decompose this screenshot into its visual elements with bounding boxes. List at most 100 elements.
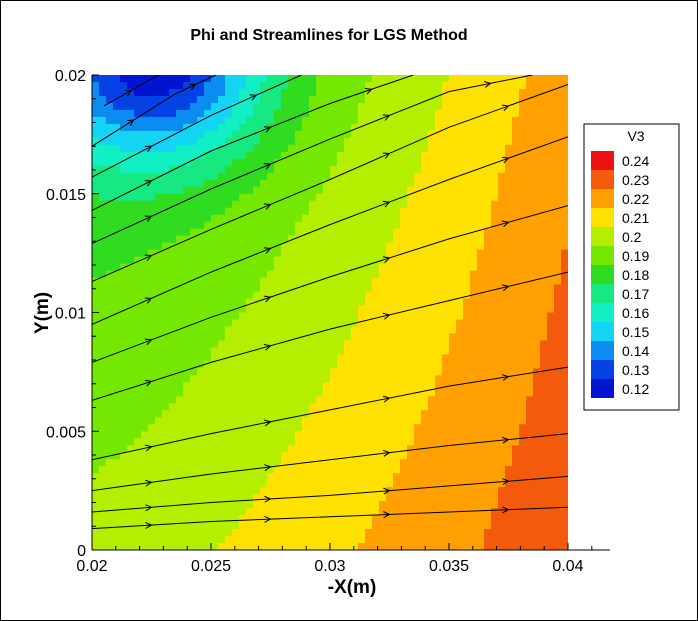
contour-cell	[148, 109, 156, 118]
contour-cell	[463, 382, 471, 390]
contour-cell	[393, 256, 401, 265]
contour-cell	[323, 270, 331, 279]
contour-cell	[120, 256, 128, 265]
contour-cell	[204, 242, 212, 251]
contour-cell	[141, 389, 149, 397]
contour-cell	[337, 116, 345, 125]
contour-cell	[561, 305, 568, 314]
contour-cell	[288, 179, 296, 188]
contour-cell	[323, 508, 331, 516]
contour-cell	[211, 277, 219, 286]
contour-cell	[421, 207, 429, 216]
contour-cell	[211, 382, 219, 390]
contour-cell	[316, 221, 324, 230]
contour-cell	[428, 263, 436, 272]
contour-cell	[176, 102, 184, 111]
contour-cell	[253, 95, 261, 104]
contour-cell	[281, 431, 289, 439]
contour-cell	[456, 95, 464, 104]
contour-cell	[169, 207, 177, 216]
contour-cell	[372, 207, 380, 216]
contour-cell	[148, 417, 156, 425]
contour-cell	[400, 75, 408, 83]
contour-cell	[225, 200, 233, 209]
contour-cell	[169, 109, 177, 118]
contour-cell	[463, 354, 471, 362]
contour-cell	[253, 291, 261, 300]
contour-cell	[260, 214, 268, 223]
contour-cell	[365, 291, 373, 300]
contour-cell	[498, 396, 506, 404]
contour-cell	[477, 172, 485, 181]
contour-cell	[155, 109, 163, 118]
contour-cell	[512, 200, 520, 209]
contour-cell	[309, 494, 317, 502]
contour-cell	[330, 529, 338, 537]
contour-cell	[92, 473, 100, 481]
contour-cell	[414, 200, 422, 209]
contour-cell	[358, 354, 366, 362]
contour-cell	[344, 277, 352, 286]
contour-cell	[526, 123, 534, 132]
streamline-arrow	[383, 487, 391, 495]
contour-cell	[309, 326, 317, 335]
contour-cell	[309, 431, 317, 439]
contour-cell	[407, 228, 415, 237]
contour-cell	[484, 277, 492, 286]
contour-cell	[197, 158, 205, 167]
contour-cell	[463, 445, 471, 453]
contour-cell	[162, 263, 170, 272]
contour-cell	[141, 200, 149, 209]
contour-cell	[456, 81, 464, 90]
contour-cell	[372, 368, 380, 376]
contour-cell	[372, 200, 380, 209]
contour-cell	[421, 445, 429, 453]
contour-cell	[120, 508, 128, 516]
contour-cell	[127, 172, 135, 181]
contour-cell	[512, 347, 520, 356]
contour-cell	[330, 270, 338, 279]
contour-cell	[463, 81, 471, 90]
contour-cell	[99, 235, 107, 244]
contour-cell	[302, 95, 310, 104]
contour-cell	[407, 466, 415, 474]
contour-cell	[197, 242, 205, 251]
contour-cell	[197, 445, 205, 453]
contour-cell	[428, 158, 436, 167]
contour-cell	[190, 102, 198, 111]
contour-cell	[505, 438, 513, 446]
contour-cell	[351, 396, 359, 404]
contour-cell	[372, 417, 380, 425]
contour-cell	[379, 375, 387, 383]
contour-cell	[526, 368, 534, 376]
contour-cell	[414, 116, 422, 125]
contour-cell	[225, 270, 233, 279]
contour-cell	[99, 480, 107, 488]
contour-cell	[134, 515, 142, 523]
contour-cell	[106, 95, 114, 104]
contour-cell	[519, 473, 527, 481]
contour-cell	[470, 235, 478, 244]
contour-cell	[113, 263, 121, 272]
contour-cell	[365, 368, 373, 376]
contour-cell	[106, 249, 114, 258]
contour-cell	[113, 214, 121, 223]
contour-cell	[386, 529, 394, 537]
contour-cell	[120, 277, 128, 286]
contour-cell	[407, 396, 415, 404]
contour-cell	[435, 480, 443, 488]
contour-cell	[113, 473, 121, 481]
contour-cell	[477, 305, 485, 314]
contour-cell	[519, 382, 527, 390]
contour-cell	[134, 508, 142, 516]
contour-cell	[470, 340, 478, 349]
contour-cell	[519, 375, 527, 383]
contour-cell	[435, 137, 443, 146]
contour-cell	[372, 221, 380, 230]
contour-cell	[463, 151, 471, 160]
contour-cell	[358, 95, 366, 104]
contour-cell	[330, 382, 338, 390]
contour-cell	[330, 158, 338, 167]
contour-cell	[155, 75, 163, 83]
contour-cell	[505, 543, 513, 550]
